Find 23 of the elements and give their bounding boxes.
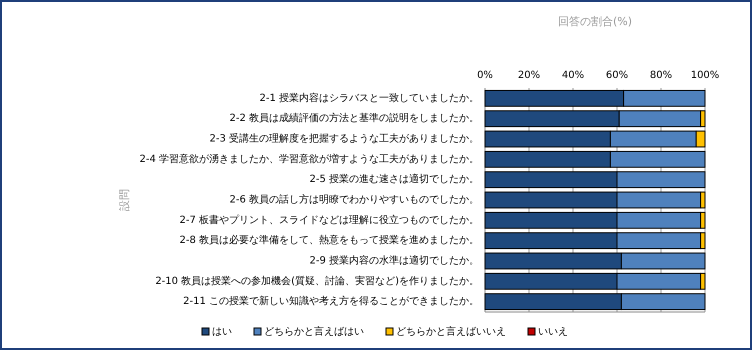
x-tick-label: 40% xyxy=(562,70,584,81)
x-tick-label: 100% xyxy=(690,70,720,81)
y-tick-label: 2-2 教員は成績評価の方法と基準の説明をしましたか。 xyxy=(229,112,479,124)
x-tick-label: 20% xyxy=(518,70,540,81)
y-tick-label: 2-4 学習意欲が湧きましたか、学習意欲が増すような工夫がありましたか。 xyxy=(139,152,479,165)
legend-label: どちらかと言えばいいえ xyxy=(396,326,506,338)
y-tick-label: 2-7 板書やプリント、スライドなどは理解に役立つものでしたか。 xyxy=(179,214,479,226)
y-tick-label: 2-10 教員は授業への参加機会(質疑、討論、実習など)を作りましたか。 xyxy=(155,274,479,287)
y-tick-label: 2-11 この授業で新しい知識や考え方を得ることができましたか。 xyxy=(183,295,479,308)
y-tick-label: 2-1 授業内容はシラバスと一致していましたか。 xyxy=(259,92,479,104)
y-tick-label: 2-8 教員は必要な準備をして、熱意をもって授業を進めましたか。 xyxy=(179,234,479,246)
legend-label: どちらかと言えばはい xyxy=(264,326,364,338)
x-axis-title: 回答の割合(%) xyxy=(558,15,632,28)
legend-label: はい xyxy=(212,326,232,338)
y-axis-title: 設問 xyxy=(118,189,131,211)
x-tick-label: 80% xyxy=(650,70,672,81)
y-tick-label: 2-3 受講生の理解度を把握するような工夫がありましたか。 xyxy=(209,132,479,145)
y-tick-label: 2-5 授業の進む速さは適切でしたか。 xyxy=(309,173,479,186)
x-tick-label: 60% xyxy=(606,70,628,81)
x-tick-label: 0% xyxy=(477,70,493,81)
legend-label: いいえ xyxy=(538,326,568,338)
y-tick-label: 2-9 授業内容の水準は適切でしたか。 xyxy=(309,254,479,266)
y-tick-label: 2-6 教員の話し方は明瞭でわかりやすいものでしたか。 xyxy=(229,194,479,206)
